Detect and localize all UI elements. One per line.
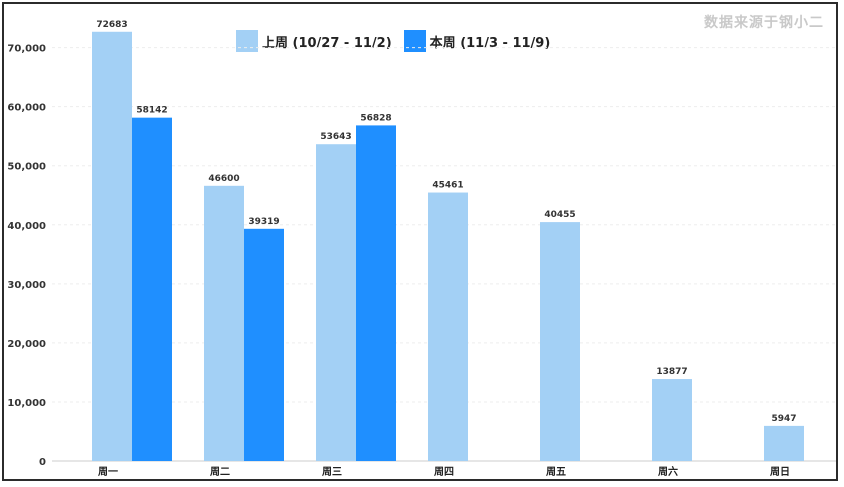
data-label: 40455 (544, 210, 575, 220)
x-tick-label: 周二 (210, 466, 230, 478)
y-tick-label: 10,000 (7, 398, 46, 409)
data-label: 46600 (208, 174, 239, 184)
legend-label-this-week: 本周 (11/3 - 11/9) (429, 35, 551, 51)
y-tick-label: 70,000 (7, 44, 46, 55)
bar-last-week (764, 425, 804, 461)
bar-this-week (356, 125, 396, 461)
source-note: 数据来源于钢小二 (704, 15, 824, 31)
data-label: 58142 (136, 106, 167, 116)
bar-last-week (92, 31, 132, 462)
x-tick-label: 周四 (434, 466, 454, 478)
bar-last-week (652, 379, 692, 461)
bar-last-week (316, 144, 356, 461)
y-tick-label: 0 (39, 457, 46, 468)
legend-swatch-last-week (236, 30, 258, 52)
bar-this-week (132, 117, 172, 461)
legend-item-this-week[interactable]: 本周 (11/3 - 11/9) (403, 30, 551, 52)
legend-item-last-week[interactable]: 上周 (10/27 - 11/2) (236, 30, 392, 52)
y-tick-label: 30,000 (7, 280, 46, 291)
legend-swatch-this-week (403, 30, 426, 52)
data-label: 45461 (432, 181, 463, 191)
y-tick-label: 50,000 (7, 162, 46, 173)
data-label: 39319 (248, 217, 279, 227)
bar-chart: 0 10,000 20,000 30,000 40,000 50,000 60,000 70,… (7, 20, 836, 478)
legend-label-last-week: 上周 (10/27 - 11/2) (262, 35, 392, 51)
chart-frame: 数据来源于钢小二 上周 (10/27 - 11/2) 本周 (11/3 - 11… (2, 2, 838, 481)
data-label: 53643 (320, 132, 351, 142)
bar-this-week (244, 228, 284, 461)
data-label: 72683 (96, 20, 127, 30)
x-tick-label: 周三 (322, 466, 342, 478)
x-tick-label: 周一 (98, 466, 118, 478)
data-label: 56828 (360, 113, 391, 123)
x-tick-label: 周六 (658, 465, 678, 478)
chart-legend: 上周 (10/27 - 11/2) 本周 (11/3 - 11/9) (236, 30, 562, 52)
bar-last-week (540, 222, 580, 461)
y-tick-label: 60,000 (7, 103, 46, 114)
y-tick-label: 40,000 (7, 221, 46, 232)
data-label: 13877 (656, 367, 687, 377)
y-tick-label: 20,000 (7, 339, 46, 350)
x-tick-label: 周五 (546, 466, 566, 478)
data-label: 5947 (771, 414, 796, 424)
bar-last-week (204, 185, 244, 461)
x-tick-label: 周日 (770, 466, 790, 478)
bar-last-week (428, 192, 468, 461)
